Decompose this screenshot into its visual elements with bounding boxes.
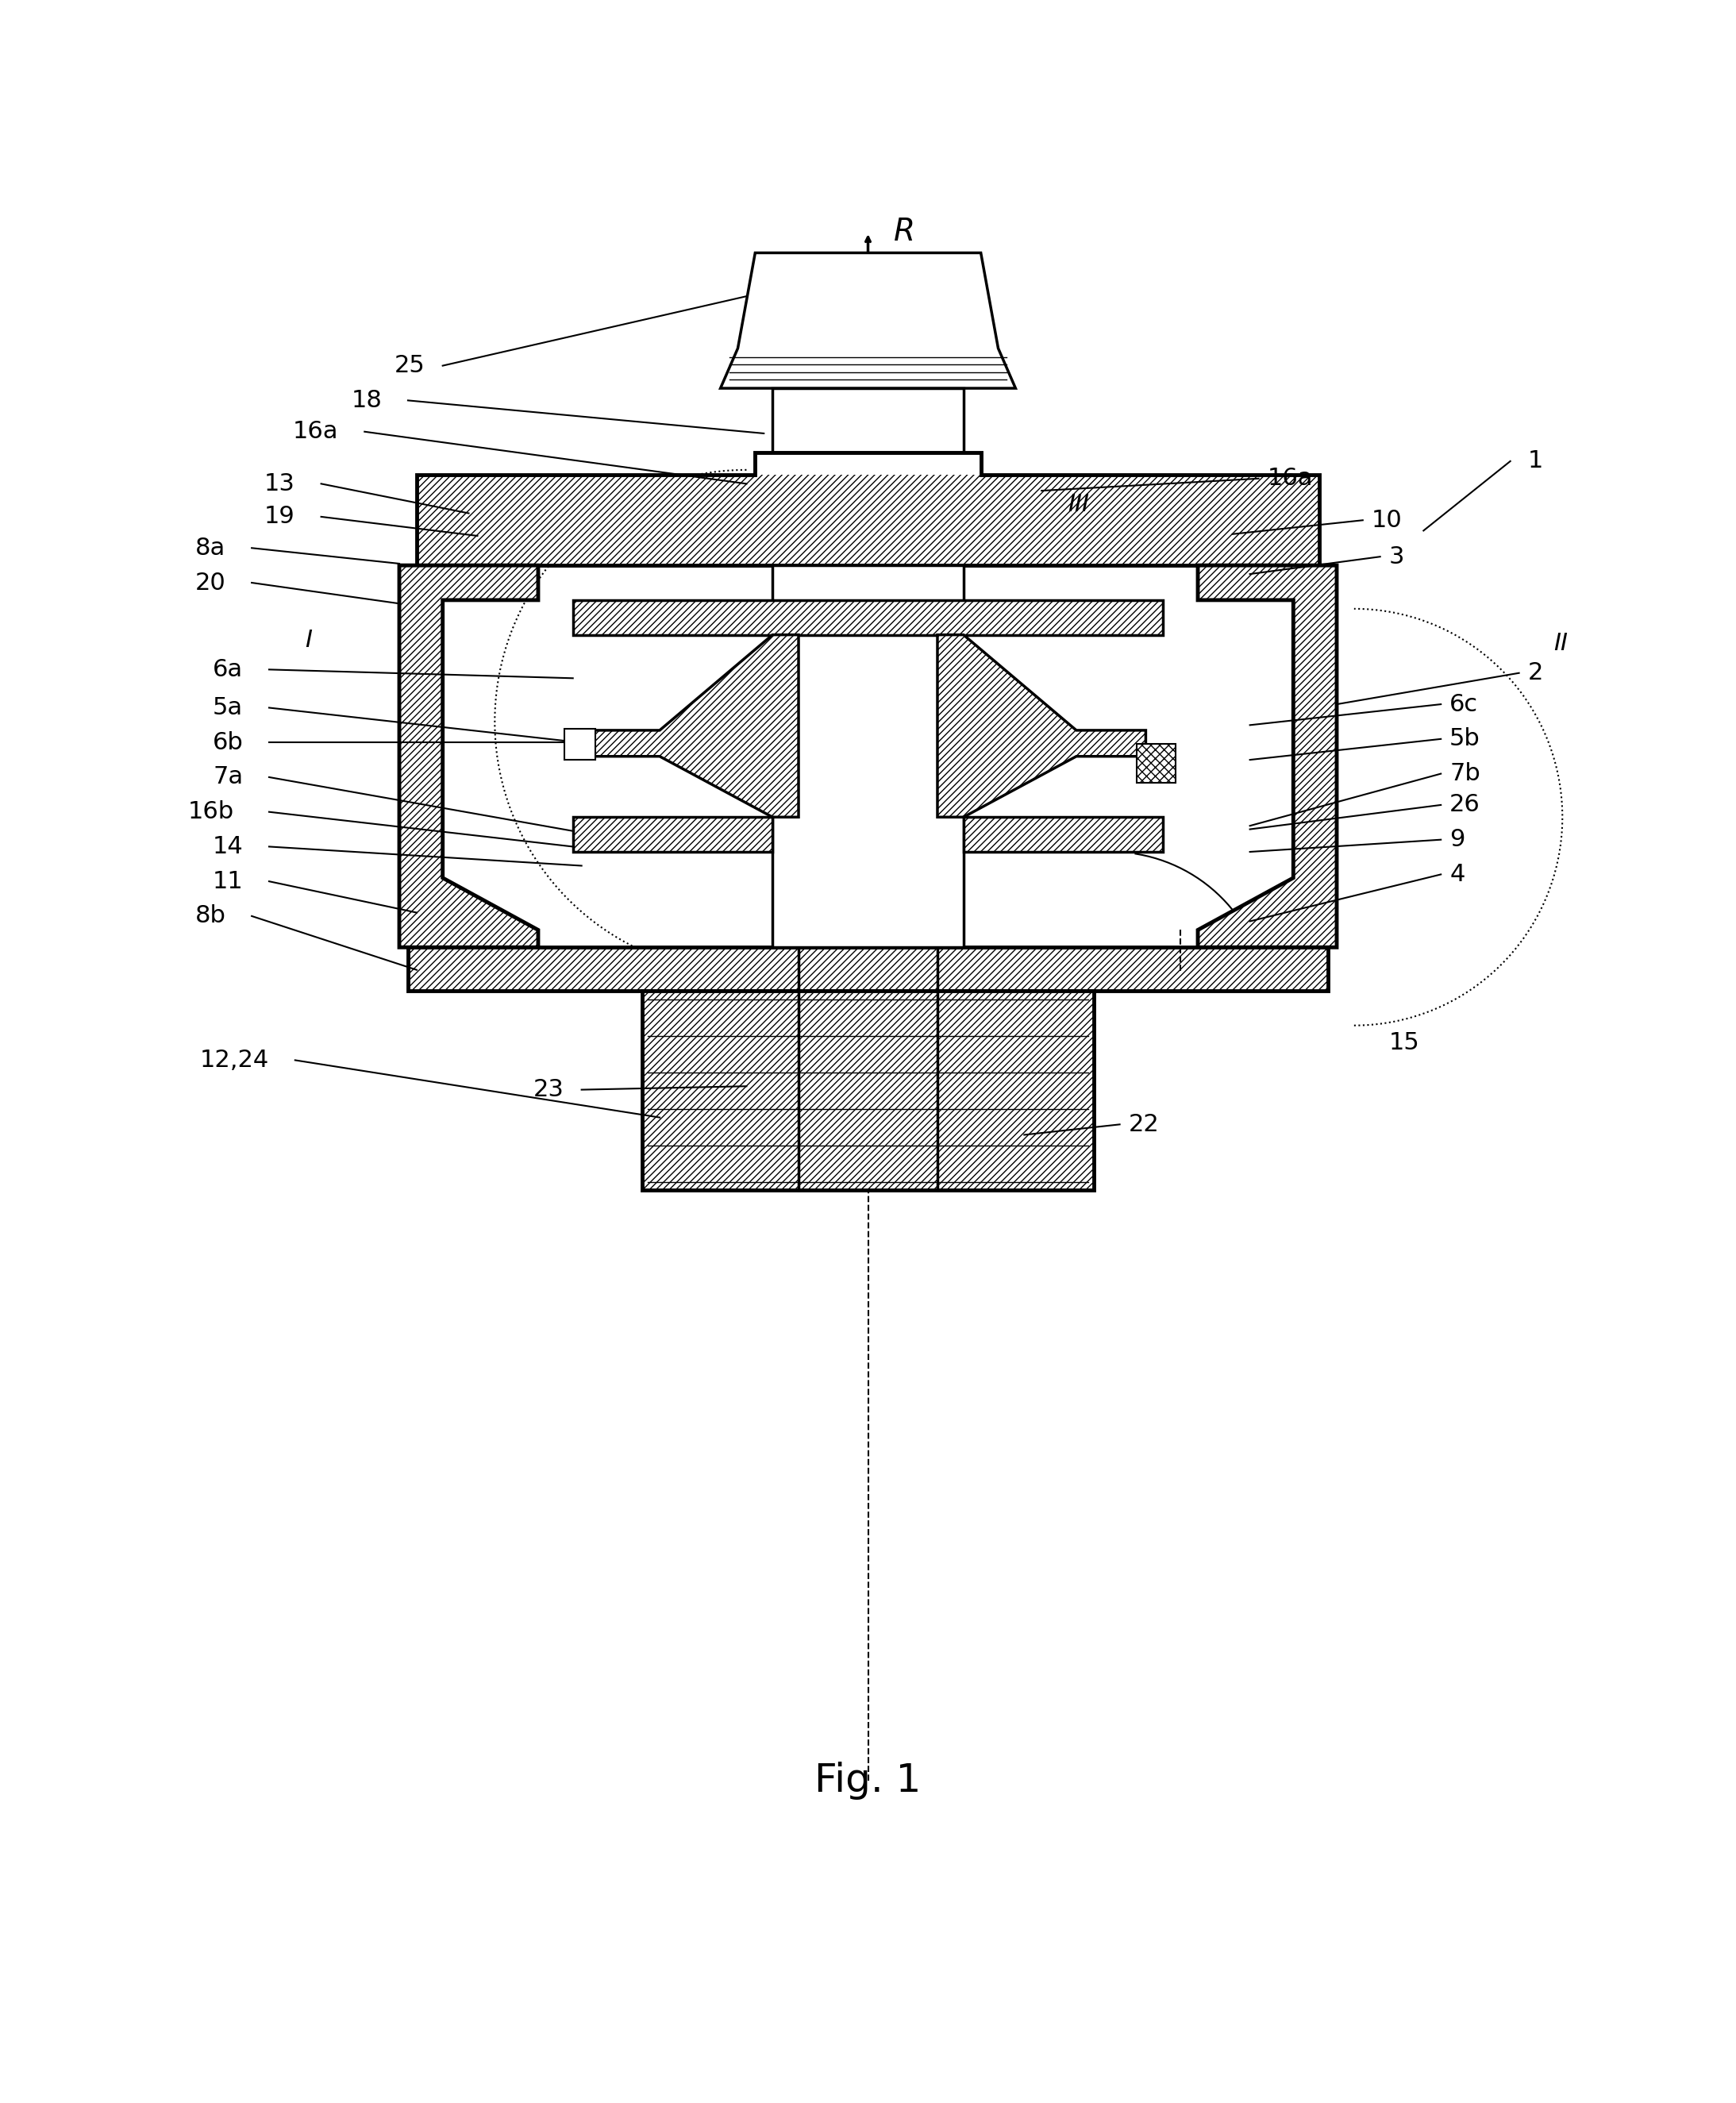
Text: 8a: 8a xyxy=(196,536,226,559)
Text: Fig. 1: Fig. 1 xyxy=(814,1762,922,1800)
Text: 13: 13 xyxy=(264,473,295,496)
Polygon shape xyxy=(399,566,538,946)
Text: R: R xyxy=(894,217,915,246)
Text: 1: 1 xyxy=(1528,450,1543,473)
Text: 16b: 16b xyxy=(187,801,234,824)
Text: 15: 15 xyxy=(1389,1030,1420,1054)
Polygon shape xyxy=(642,991,1094,1190)
Text: 18: 18 xyxy=(351,389,382,412)
Text: 16a: 16a xyxy=(1267,467,1312,490)
Polygon shape xyxy=(573,818,773,852)
Text: 14: 14 xyxy=(212,835,243,858)
Text: II: II xyxy=(1554,633,1568,654)
Bar xyxy=(564,728,595,759)
Text: 4: 4 xyxy=(1450,862,1465,885)
Text: 9: 9 xyxy=(1450,829,1465,852)
Polygon shape xyxy=(408,946,1328,991)
Text: 6c: 6c xyxy=(1450,692,1479,715)
Text: 16a: 16a xyxy=(293,421,339,444)
Text: I: I xyxy=(306,629,312,652)
Bar xyxy=(417,475,1319,566)
Text: 3: 3 xyxy=(1389,545,1404,568)
Text: 2: 2 xyxy=(1528,662,1543,683)
Text: 20: 20 xyxy=(194,572,226,595)
Text: 6b: 6b xyxy=(212,732,243,755)
Text: 6a: 6a xyxy=(214,658,243,681)
Text: 5a: 5a xyxy=(214,696,243,719)
Text: 5b: 5b xyxy=(1450,728,1481,751)
Text: 22: 22 xyxy=(1128,1112,1160,1136)
Text: 10: 10 xyxy=(1371,509,1403,532)
Text: 23: 23 xyxy=(533,1079,564,1102)
Polygon shape xyxy=(755,452,981,475)
Text: 11: 11 xyxy=(212,871,243,894)
Text: 7a: 7a xyxy=(214,765,243,789)
Bar xyxy=(1137,744,1175,782)
Polygon shape xyxy=(773,389,963,452)
Text: 12,24: 12,24 xyxy=(200,1049,269,1073)
Polygon shape xyxy=(937,635,1146,818)
Polygon shape xyxy=(573,599,1163,635)
Text: 25: 25 xyxy=(394,353,425,376)
Polygon shape xyxy=(773,566,963,946)
Text: 7b: 7b xyxy=(1450,761,1481,784)
Text: III: III xyxy=(1068,492,1088,515)
Text: 19: 19 xyxy=(264,505,295,528)
Polygon shape xyxy=(720,252,1016,389)
Polygon shape xyxy=(590,635,799,818)
Polygon shape xyxy=(963,818,1163,852)
Polygon shape xyxy=(1198,566,1337,946)
Text: 8b: 8b xyxy=(194,904,226,927)
Polygon shape xyxy=(417,452,1319,566)
Text: 26: 26 xyxy=(1450,793,1481,816)
